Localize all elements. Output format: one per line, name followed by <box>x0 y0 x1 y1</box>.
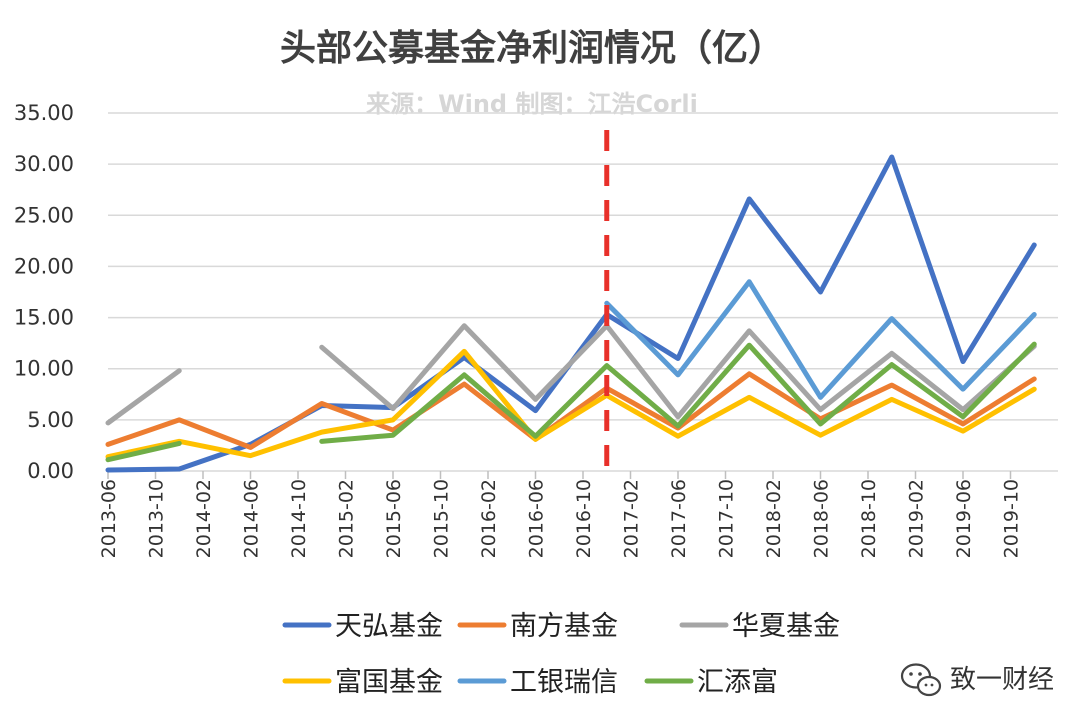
x-tick-label: 2014-10 <box>288 479 310 558</box>
x-tick-label: 2015-10 <box>431 479 453 558</box>
series-line <box>105 371 1037 450</box>
x-tick-label: 2016-02 <box>478 479 500 558</box>
legend-label: 工银瑞信 <box>510 667 618 698</box>
y-tick-label: 35.00 <box>14 101 74 125</box>
series-lines <box>105 154 1037 473</box>
series-line <box>319 323 1037 420</box>
y-tick-label: 0.00 <box>27 459 74 483</box>
x-tick-label: 2015-02 <box>336 479 358 558</box>
x-tick-label: 2016-10 <box>573 479 595 558</box>
watermark-text: 致一财经 <box>950 665 1054 695</box>
chart-title: 头部公募基金净利润情况（亿） <box>280 27 784 69</box>
series-line <box>105 154 1037 473</box>
x-axis-ticks: 2013-06 2013-10 2014-02 2014-06 2014-10 2015-… <box>98 471 1023 558</box>
x-tick-label: 2019-06 <box>953 479 975 558</box>
series-line <box>604 279 1037 400</box>
x-tick-label: 2019-02 <box>906 479 928 558</box>
watermark: 致一财经 <box>900 663 1054 697</box>
y-tick-label: 30.00 <box>14 152 74 176</box>
chart-subtitle: 来源：Wind 制图：江浩Corli <box>366 90 698 118</box>
series-line <box>105 440 182 463</box>
legend-label: 天弘基金 <box>335 611 443 642</box>
y-axis-ticks: 0.00 5.00 10.00 15.00 20.00 25.00 30.00 35.00 <box>14 101 74 483</box>
wechat-icon <box>900 663 942 697</box>
y-tick-label: 15.00 <box>14 306 74 330</box>
x-tick-label: 2016-06 <box>526 479 548 558</box>
series-line <box>319 341 1037 444</box>
gridlines <box>108 112 1058 472</box>
x-tick-label: 2013-10 <box>146 479 168 558</box>
legend-label: 汇添富 <box>697 667 778 698</box>
x-tick-label: 2014-06 <box>241 479 263 558</box>
x-tick-label: 2013-06 <box>98 479 120 558</box>
legend-label: 富国基金 <box>335 667 443 698</box>
x-tick-label: 2018-06 <box>811 479 833 558</box>
series-line <box>105 368 182 426</box>
x-tick-label: 2015-06 <box>383 479 405 558</box>
x-tick-label: 2017-10 <box>716 479 738 558</box>
series-line <box>105 348 1037 460</box>
x-tick-label: 2017-06 <box>668 479 690 558</box>
x-tick-label: 2019-10 <box>1001 479 1023 558</box>
y-tick-label: 10.00 <box>14 357 74 381</box>
y-tick-label: 25.00 <box>14 203 74 227</box>
x-tick-label: 2018-02 <box>763 479 785 558</box>
x-tick-label: 2018-10 <box>858 479 880 558</box>
y-tick-label: 5.00 <box>27 408 74 432</box>
y-tick-label: 20.00 <box>14 254 74 278</box>
x-tick-label: 2014-02 <box>193 479 215 558</box>
legend-label: 华夏基金 <box>732 611 840 642</box>
x-tick-label: 2017-02 <box>621 479 643 558</box>
legend-label: 南方基金 <box>510 611 618 642</box>
